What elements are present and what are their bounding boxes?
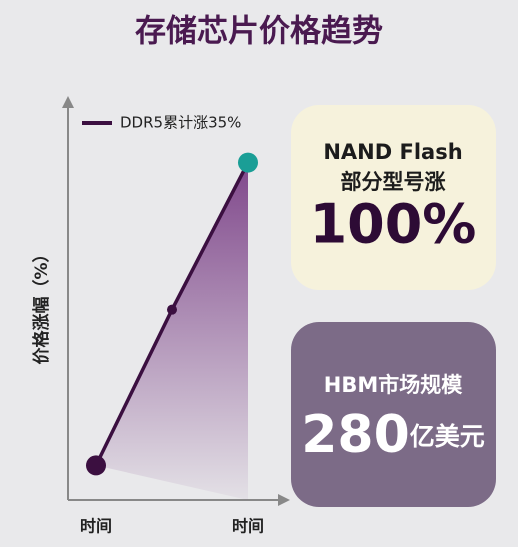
- card-number: 280: [301, 405, 410, 465]
- y-axis-label: 价格涨幅（%）: [31, 245, 52, 364]
- y-axis-arrow: [62, 96, 74, 108]
- x-axis-arrow: [278, 494, 290, 506]
- point: [167, 304, 177, 315]
- card: [291, 322, 496, 507]
- card-value: 280亿美元: [301, 405, 485, 465]
- point: [238, 152, 258, 173]
- card: [291, 105, 496, 290]
- card-label: HBM市场规模: [324, 373, 463, 397]
- point: [86, 455, 106, 476]
- x-tick-label: 时间: [80, 517, 112, 536]
- area: [96, 162, 248, 500]
- title: 存储芯片价格趋势: [135, 14, 383, 50]
- plot: 时间 时间: [80, 152, 264, 536]
- legend-label: DDR5累计涨35%: [120, 114, 241, 132]
- card-value: 100%: [310, 193, 477, 256]
- card-unit: 亿美元: [410, 422, 485, 451]
- x-tick-label: 时间: [232, 517, 264, 536]
- card-label: NAND Flash: [323, 140, 462, 164]
- card-label: 部分型号涨: [341, 170, 446, 194]
